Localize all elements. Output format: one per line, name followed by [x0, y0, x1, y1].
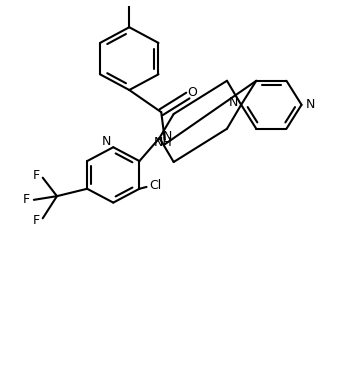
Text: N: N	[163, 130, 172, 142]
Text: F: F	[33, 169, 40, 182]
Text: N: N	[229, 96, 238, 109]
Text: N: N	[306, 98, 315, 111]
Text: N: N	[101, 135, 111, 148]
Text: F: F	[23, 193, 30, 206]
Text: F: F	[33, 214, 40, 227]
Text: NH: NH	[154, 136, 173, 149]
Text: O: O	[187, 86, 197, 99]
Text: Cl: Cl	[149, 179, 161, 192]
